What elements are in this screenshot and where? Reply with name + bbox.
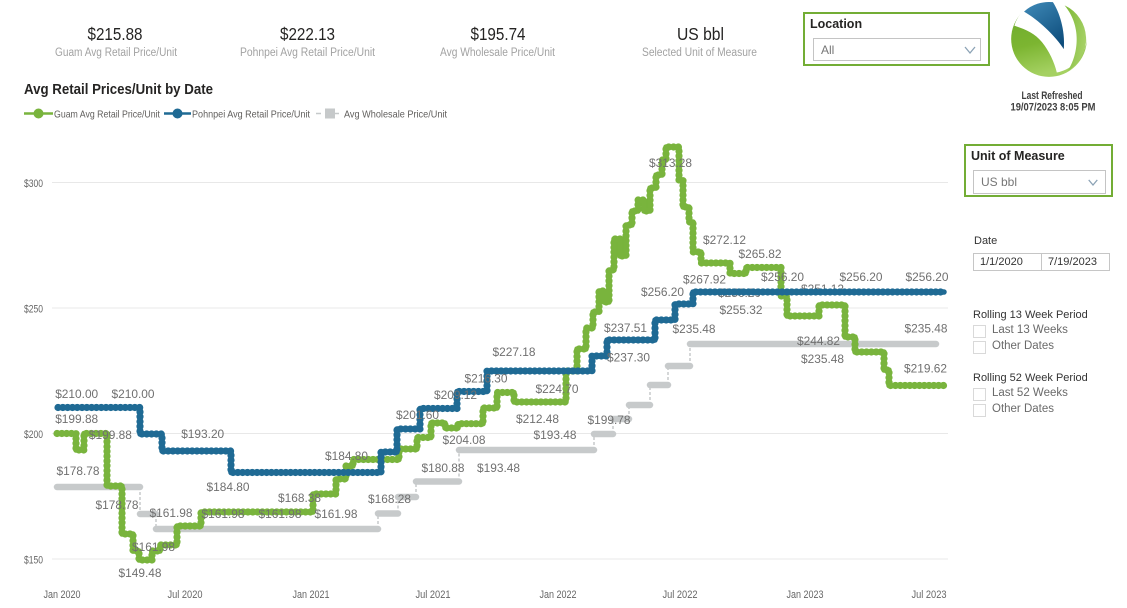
svg-text:Guam Avg Retail Price/Unit: Guam Avg Retail Price/Unit — [54, 109, 160, 121]
svg-text:Selected Unit of Measure: Selected Unit of Measure — [642, 47, 757, 59]
svg-text:Jul 2022: Jul 2022 — [663, 589, 698, 601]
svg-text:$204.08: $204.08 — [443, 433, 486, 447]
svg-text:$255.32: $255.32 — [720, 303, 763, 317]
svg-text:$235.48: $235.48 — [673, 322, 716, 336]
svg-text:Guam Avg Retail Price/Unit: Guam Avg Retail Price/Unit — [55, 47, 178, 59]
svg-text:$199.88: $199.88 — [89, 428, 132, 442]
svg-text:$235.48: $235.48 — [801, 352, 844, 366]
svg-text:$272.12: $272.12 — [703, 233, 746, 247]
svg-text:$215.88: $215.88 — [88, 24, 143, 44]
svg-text:$209.12: $209.12 — [434, 388, 477, 402]
svg-text:$150: $150 — [24, 555, 43, 567]
svg-text:$199.88: $199.88 — [55, 412, 98, 426]
svg-text:US bbl: US bbl — [677, 24, 724, 44]
svg-text:$235.48: $235.48 — [905, 322, 948, 336]
svg-text:Jan 2020: Jan 2020 — [44, 589, 81, 601]
svg-text:$256.20: $256.20 — [840, 270, 883, 284]
svg-text:$193.48: $193.48 — [477, 461, 520, 475]
svg-text:$227.18: $227.18 — [493, 345, 536, 359]
svg-text:$267.92: $267.92 — [683, 273, 726, 287]
svg-text:$195.74: $195.74 — [471, 24, 526, 44]
svg-text:Jan 2021: Jan 2021 — [293, 589, 330, 601]
svg-text:$216.30: $216.30 — [465, 372, 508, 386]
svg-text:$168.28: $168.28 — [368, 492, 411, 506]
svg-text:$222.13: $222.13 — [280, 24, 335, 44]
svg-text:$184.80: $184.80 — [325, 449, 368, 463]
svg-text:$168.38: $168.38 — [278, 491, 321, 505]
svg-text:Jan 2022: Jan 2022 — [540, 589, 577, 601]
svg-text:Pohnpei Avg Retail Price/Unit: Pohnpei Avg Retail Price/Unit — [240, 47, 376, 59]
svg-text:$265.82: $265.82 — [739, 247, 782, 261]
svg-text:$180.88: $180.88 — [422, 461, 465, 475]
svg-text:$224.70: $224.70 — [536, 382, 579, 396]
svg-text:$219.62: $219.62 — [904, 362, 947, 376]
svg-text:$237.30: $237.30 — [607, 351, 650, 365]
svg-text:$161.98: $161.98 — [150, 506, 193, 520]
svg-text:$300: $300 — [24, 178, 43, 190]
svg-text:$161.98: $161.98 — [259, 507, 302, 521]
svg-text:$199.78: $199.78 — [588, 413, 631, 427]
svg-text:$193.20: $193.20 — [181, 427, 224, 441]
svg-text:$161.98: $161.98 — [132, 540, 175, 554]
svg-text:Avg Wholesale Price/Unit: Avg Wholesale Price/Unit — [440, 47, 556, 59]
svg-text:Last Refreshed: Last Refreshed — [1022, 90, 1083, 102]
svg-text:$237.51: $237.51 — [604, 321, 647, 335]
svg-text:Jul 2023: Jul 2023 — [912, 589, 947, 601]
svg-text:Jul 2021: Jul 2021 — [416, 589, 451, 601]
svg-text:Pohnpei Avg Retail Price/Unit: Pohnpei Avg Retail Price/Unit — [192, 109, 310, 121]
svg-text:Avg Wholesale Price/Unit: Avg Wholesale Price/Unit — [344, 109, 447, 121]
svg-text:$250: $250 — [24, 304, 43, 316]
svg-text:$201.60: $201.60 — [396, 408, 439, 422]
svg-text:$256.20: $256.20 — [641, 285, 684, 299]
svg-text:$313.28: $313.28 — [649, 156, 692, 170]
svg-text:$212.48: $212.48 — [516, 412, 559, 426]
svg-text:$210.00: $210.00 — [55, 387, 98, 401]
svg-text:Jan 2023: Jan 2023 — [787, 589, 824, 601]
svg-text:$161.98: $161.98 — [315, 507, 358, 521]
svg-text:$178.78: $178.78 — [57, 464, 100, 478]
svg-text:Avg Retail Prices/Unit by Date: Avg Retail Prices/Unit by Date — [24, 82, 213, 98]
svg-text:$193.48: $193.48 — [534, 428, 577, 442]
svg-text:$149.48: $149.48 — [119, 566, 162, 580]
svg-text:$184.80: $184.80 — [207, 480, 250, 494]
svg-text:$256.20: $256.20 — [906, 270, 949, 284]
svg-text:$256.20: $256.20 — [761, 270, 804, 284]
svg-text:$210.00: $210.00 — [112, 387, 155, 401]
svg-text:Jul 2020: Jul 2020 — [168, 589, 203, 601]
svg-text:$178.78: $178.78 — [96, 498, 139, 512]
svg-text:$200: $200 — [24, 429, 43, 441]
svg-text:19/07/2023 8:05 PM: 19/07/2023 8:05 PM — [1011, 102, 1096, 114]
svg-text:$161.98: $161.98 — [202, 507, 245, 521]
svg-text:$244.82: $244.82 — [797, 334, 840, 348]
